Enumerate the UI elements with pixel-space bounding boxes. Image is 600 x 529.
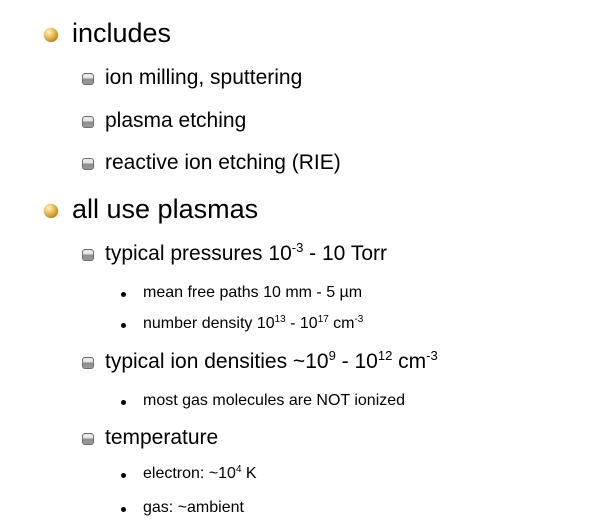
- bullet-level3-most-gas-molecules: most gas molecules are NOT ionized: [121, 392, 405, 410]
- bullet-level2-plasma-etching: plasma etching: [82, 109, 246, 133]
- gray-square-bullet-icon: [82, 249, 94, 261]
- bullet-text: plasma etching: [105, 109, 247, 132]
- gold-orb-bullet-icon: [44, 27, 58, 42]
- bullet-level1-includes: includes: [44, 18, 171, 49]
- bullet-text: all use plasmas: [72, 194, 259, 224]
- bullet-level3-number-density: number density 1013 - 1017 cm-3: [121, 315, 363, 333]
- bullet-text: temperature: [105, 426, 219, 449]
- gray-square-bullet-icon: [82, 357, 94, 369]
- bullet-level2-temperature: temperature: [82, 426, 218, 450]
- bullet-text: typical pressures 10-3 - 10 Torr: [105, 240, 387, 265]
- bullet-text: mean free paths 10 mm - 5 µm: [143, 284, 363, 301]
- bullet-text: most gas molecules are NOT ionized: [143, 392, 406, 409]
- dot-bullet-icon: [121, 506, 126, 512]
- gray-square-bullet-icon: [82, 158, 94, 170]
- gray-square-bullet-icon: [82, 433, 94, 445]
- bullet-level1-all-use-plasmas: all use plasmas: [44, 194, 258, 225]
- dot-bullet-icon: [121, 322, 126, 328]
- bullet-text: electron: ~104 K: [143, 464, 257, 482]
- bullet-level2-ion-milling: ion milling, sputtering: [82, 66, 302, 90]
- dot-bullet-icon: [121, 472, 126, 478]
- bullet-level2-typical-ion-densities: typical ion densities ~109 - 1012 cm-3: [82, 348, 438, 374]
- gold-orb-bullet-icon: [44, 203, 58, 218]
- bullet-text: ion milling, sputtering: [105, 66, 303, 89]
- bullet-level2-typical-pressures: typical pressures 10-3 - 10 Torr: [82, 240, 387, 266]
- gray-square-bullet-icon: [82, 116, 94, 128]
- gray-square-bullet-icon: [82, 73, 94, 85]
- bullet-text: reactive ion etching (RIE): [105, 151, 341, 174]
- dot-bullet-icon: [121, 399, 126, 405]
- bullet-text: gas: ~ambient: [143, 499, 244, 516]
- bullet-level3-mean-free-paths: mean free paths 10 mm - 5 µm: [121, 284, 362, 302]
- bullet-level3-electron: electron: ~104 K: [121, 465, 257, 483]
- bullet-text: includes: [72, 18, 172, 48]
- bullet-text: typical ion densities ~109 - 1012 cm-3: [105, 348, 438, 373]
- bullet-text: number density 1013 - 1017 cm-3: [143, 314, 364, 332]
- bullet-level2-rie: reactive ion etching (RIE): [82, 151, 341, 175]
- bullet-level3-gas: gas: ~ambient: [121, 499, 244, 517]
- dot-bullet-icon: [121, 291, 126, 297]
